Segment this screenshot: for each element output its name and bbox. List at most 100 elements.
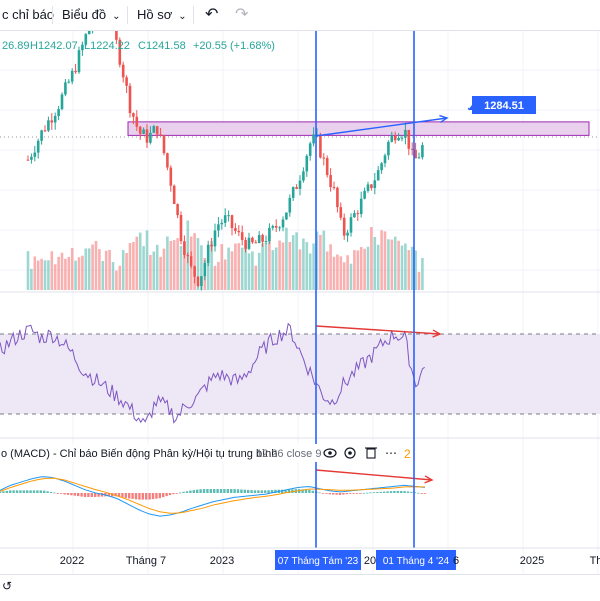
macd-histogram-bar xyxy=(32,490,36,493)
candle-body xyxy=(336,187,339,208)
volume-bar xyxy=(227,247,230,290)
volume-bar xyxy=(261,243,264,290)
delete-icon[interactable] xyxy=(365,447,377,459)
volume-bar xyxy=(383,231,387,290)
candle-body xyxy=(339,207,343,218)
macd-line xyxy=(0,476,426,517)
candle-body xyxy=(417,157,421,159)
redo-icon[interactable]: ↷ xyxy=(235,6,249,23)
macd-histogram-bar xyxy=(328,493,331,495)
macd-histogram-bar xyxy=(172,493,175,495)
chart-menu-button[interactable]: Biểu đồ ⌄ xyxy=(62,0,120,30)
macd-histogram-bar xyxy=(189,490,192,493)
volume-bar xyxy=(380,230,383,290)
candle-body xyxy=(213,230,217,247)
macd-histogram-bar xyxy=(138,493,141,500)
macd-divergence-arrow-head xyxy=(424,475,434,484)
reset-icon[interactable]: ↺ xyxy=(2,579,13,593)
signal-line xyxy=(0,477,425,514)
top-toolbar: c chỉ báo Biểu đồ ⌄ Hồ sơ ⌄ ↶ ↷ xyxy=(0,0,600,31)
volume-bar xyxy=(155,244,159,290)
volume-bar xyxy=(387,239,390,290)
eye-icon[interactable] xyxy=(323,448,337,458)
macd-histogram-bar xyxy=(9,490,12,493)
volume-bar xyxy=(325,251,329,290)
candle-body xyxy=(30,156,33,160)
macd-histogram-bar xyxy=(366,492,369,494)
macd-histogram-bar xyxy=(90,493,93,497)
volume-bar xyxy=(237,243,241,290)
macd-histogram-bar xyxy=(223,489,226,493)
candle-body xyxy=(155,126,159,135)
volume-bar xyxy=(421,257,424,290)
volume-bar xyxy=(47,260,50,290)
volume-bar xyxy=(223,259,227,290)
volume-bar xyxy=(339,256,343,290)
toolbar-separator xyxy=(127,6,128,24)
macd-histogram-bar xyxy=(19,490,22,493)
volume-bar xyxy=(213,265,217,290)
candle-body xyxy=(125,77,128,86)
candle-body xyxy=(87,31,91,35)
volume-bar xyxy=(104,250,108,290)
volume-bar xyxy=(98,249,101,290)
candle-body xyxy=(325,158,329,176)
volume-bar xyxy=(179,246,183,290)
undo-icon[interactable]: ↶ xyxy=(205,6,219,23)
macd-histogram-bar xyxy=(264,490,267,493)
volume-bar xyxy=(274,247,278,290)
volume-bar xyxy=(346,255,349,290)
volume-bar xyxy=(101,261,105,290)
macd-histogram-bar xyxy=(121,493,124,498)
indicators-label: c chỉ báo xyxy=(2,7,55,22)
volume-bar xyxy=(295,232,298,290)
macd-histogram-bar xyxy=(267,490,270,493)
volume-bar xyxy=(332,256,336,290)
volume-bar xyxy=(370,227,373,290)
rsi-line xyxy=(0,322,425,424)
candle-body xyxy=(281,219,285,228)
more-icon[interactable]: ⋯ xyxy=(385,446,397,460)
candlesticks xyxy=(26,31,424,291)
candle-body xyxy=(176,204,179,216)
volume-bar xyxy=(108,249,111,290)
volume-bar xyxy=(91,244,94,290)
candle-body xyxy=(308,143,312,156)
ohlc-low: L1224.22 xyxy=(84,40,130,52)
candle-body xyxy=(274,225,278,228)
candle-body xyxy=(53,115,57,123)
macd-histogram-bar xyxy=(209,489,212,493)
profile-menu-button[interactable]: Hồ sơ ⌄ xyxy=(137,0,187,30)
volume-bar xyxy=(410,246,414,290)
candle-body xyxy=(118,39,122,65)
candle-body xyxy=(359,198,363,215)
macd-histogram-bar xyxy=(165,493,168,497)
volume-bar xyxy=(373,236,377,290)
macd-histogram-bar xyxy=(36,490,39,493)
candle-body xyxy=(77,50,81,73)
candle-body xyxy=(36,140,40,153)
candle-body xyxy=(240,232,244,240)
candle-body xyxy=(315,134,319,136)
candle-body xyxy=(410,148,414,150)
macd-histogram-bar xyxy=(158,493,161,499)
volume-bar xyxy=(329,244,332,290)
macd-pane xyxy=(0,476,427,517)
candle-body xyxy=(162,135,166,154)
macd-histogram-bar xyxy=(423,493,427,494)
candle-body xyxy=(74,70,77,73)
volume-bar xyxy=(342,262,346,290)
settings-icon[interactable] xyxy=(344,447,356,459)
stock-chart[interactable]: 07 Tháng Tám '23 01 Tháng 4 '24 2022 Tháng… xyxy=(0,31,600,574)
chart-menu-label: Biểu đồ xyxy=(62,7,107,22)
macd-histogram-bar xyxy=(213,489,216,493)
candle-body xyxy=(234,228,237,231)
macd-histogram-bar xyxy=(94,493,97,497)
macd-histogram-bar xyxy=(362,492,365,494)
macd-histogram-bar xyxy=(168,493,172,496)
candle-body xyxy=(380,163,383,171)
volume-bar xyxy=(196,238,200,290)
macd-histogram-bar xyxy=(359,493,362,494)
indicators-button[interactable]: c chỉ báo xyxy=(2,0,54,30)
macd-histogram-bar xyxy=(233,489,236,493)
